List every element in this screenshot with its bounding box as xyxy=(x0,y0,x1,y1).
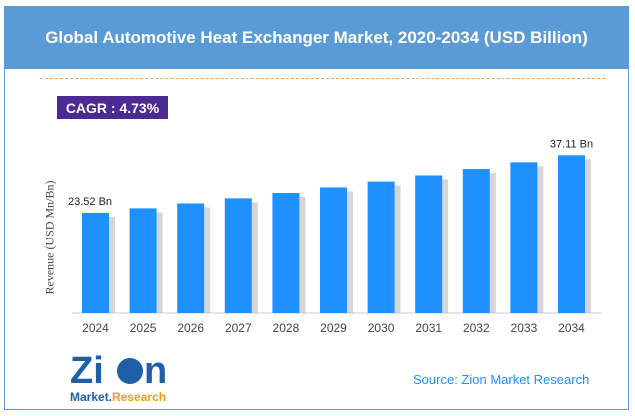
svg-text:n: n xyxy=(144,350,167,392)
bar-shadow xyxy=(394,185,401,313)
bar-2029 xyxy=(320,187,347,313)
zion-logo: Zi n Market.Research xyxy=(70,345,180,410)
bar-2034 xyxy=(558,155,585,313)
cagr-badge: CAGR : 4.73% xyxy=(57,96,168,119)
svg-text:Zi: Zi xyxy=(70,350,104,392)
x-tick-label: 2025 xyxy=(130,321,157,335)
bar-shadow xyxy=(204,207,211,313)
x-tick-label: 2034 xyxy=(558,321,585,335)
bar-shadow xyxy=(251,202,258,313)
bar-2027 xyxy=(224,198,252,313)
x-tick-label: 2026 xyxy=(177,321,204,335)
bar-shadow xyxy=(347,191,353,313)
bar-2030 xyxy=(367,181,395,313)
x-tick-label: 2031 xyxy=(415,321,442,335)
x-tick-label: 2033 xyxy=(511,321,538,335)
svg-text:Market.Research: Market.Research xyxy=(70,390,166,404)
data-label-first: 23.52 Bn xyxy=(68,196,112,208)
x-tick-label: 2030 xyxy=(368,321,395,335)
bar-shadow xyxy=(585,159,591,313)
bar-2025 xyxy=(129,208,157,313)
bar-shadow xyxy=(299,197,306,313)
source-text: Source: Zion Market Research xyxy=(413,372,590,387)
x-tick-label: 2032 xyxy=(463,321,490,335)
x-tick-label: 2029 xyxy=(320,321,347,335)
chart-title: Global Automotive Heat Exchanger Market,… xyxy=(5,7,628,69)
bar-shadow xyxy=(537,166,544,313)
divider xyxy=(40,78,605,79)
bar-2031 xyxy=(415,175,443,313)
x-tick-label: 2027 xyxy=(225,321,252,335)
bar-2028 xyxy=(272,193,300,313)
data-label-last: 37.11 Bn xyxy=(550,138,593,150)
bar-chart: 2024 2025 2026 2027 2028 2029 2030 2031 2032 2033… xyxy=(68,138,602,335)
bar-shadow xyxy=(489,173,496,313)
bar-shadow xyxy=(156,212,163,313)
bar-2024 xyxy=(82,213,109,313)
bar-2026 xyxy=(177,203,205,313)
bar-shadow xyxy=(442,179,449,313)
x-tick-label: 2028 xyxy=(273,321,300,335)
bar-2032 xyxy=(462,169,490,313)
x-tick-label: 2024 xyxy=(82,321,109,335)
bar-shadow xyxy=(109,217,115,313)
bar-2033 xyxy=(510,162,538,313)
chart-frame xyxy=(4,6,629,410)
